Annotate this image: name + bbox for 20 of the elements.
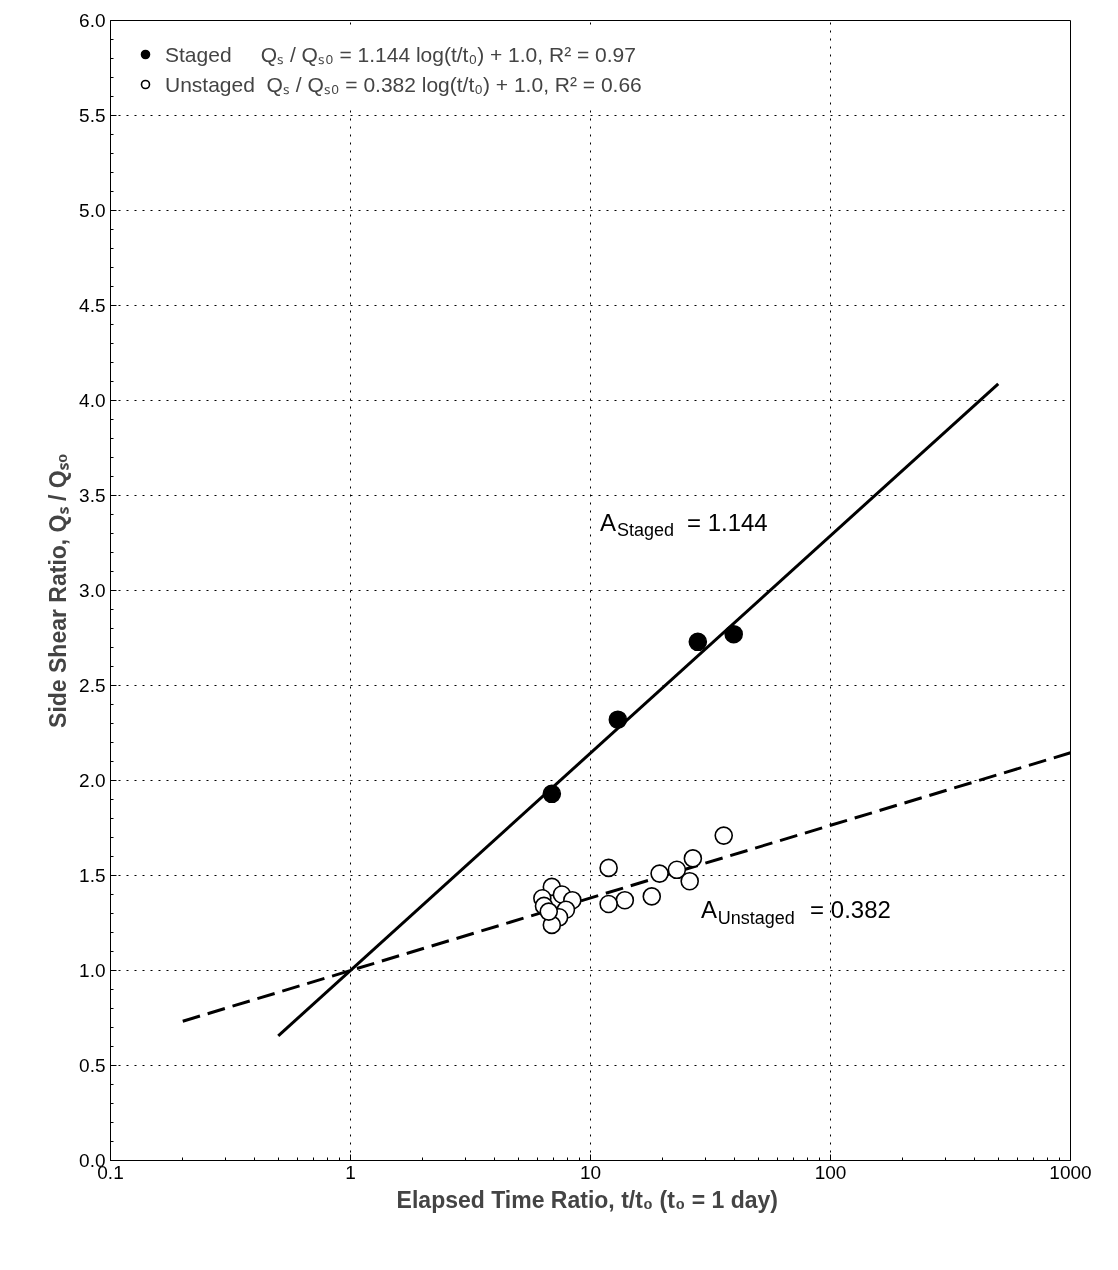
y-tick-label: 3.0 — [79, 580, 106, 601]
x-tick-label: 1 — [345, 1161, 356, 1183]
y-tick-label: 1.0 — [79, 960, 106, 981]
y-tick-label: 4.0 — [79, 390, 106, 411]
legend-label: Unstaged Qₛ / Qₛ₀ = 0.382 log(t/t₀) + 1.0, R² = 0.66 — [165, 72, 642, 98]
y-tick-label: 5.0 — [79, 200, 106, 221]
x-tick-label: 10 — [579, 1161, 602, 1183]
x-tick-label: 1000 — [1049, 1161, 1092, 1183]
y-tick-label: 6.0 — [79, 10, 106, 31]
y-tick-label: 2.5 — [79, 675, 106, 696]
y-tick-label: 3.5 — [79, 485, 106, 506]
y-axis-title: Side Shear Ratio, Qₛ / Qₛ₀ — [45, 453, 72, 728]
y-tick-label: 5.5 — [79, 105, 106, 126]
x-tick-label: 100 — [814, 1161, 847, 1183]
x-axis-title: Elapsed Time Ratio, t/t₀ (t₀ = 1 day) — [396, 1186, 778, 1213]
y-tick-label: 0.5 — [79, 1055, 106, 1076]
legend-label: Staged Qₛ / Qₛ₀ = 1.144 log(t/t₀) + 1.0, R² = 0.97 — [165, 42, 636, 68]
y-tick-label: 1.5 — [79, 865, 106, 886]
y-tick-label: 2.0 — [79, 770, 106, 791]
y-tick-label: 4.5 — [79, 295, 106, 316]
